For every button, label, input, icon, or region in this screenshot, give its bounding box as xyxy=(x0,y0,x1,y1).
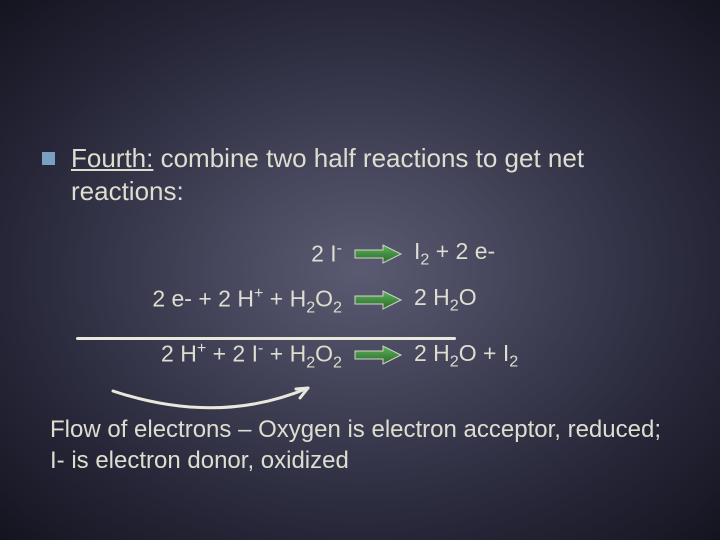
reaction-2-left: 2 e- + 2 H+ + H2O2 xyxy=(80,284,350,317)
reaction-1-right: I2 + 2 e- xyxy=(406,238,495,270)
reaction-row-2: 2 e- + 2 H+ + H2O2 2 H2O xyxy=(80,284,660,317)
reaction-row-3: 2 H+ + 2 I- + H2O2 2 H2O + I2 xyxy=(80,339,660,372)
divider-line xyxy=(76,337,456,340)
reaction-2-right: 2 H2O xyxy=(406,284,477,316)
curve-annotation-icon xyxy=(108,386,328,416)
arrow-icon xyxy=(350,243,406,265)
heading-prefix: Fourth: xyxy=(71,143,153,173)
reaction-row-1: 2 I- I2 + 2 e- xyxy=(80,238,660,270)
heading-row: Fourth: combine two half reactions to ge… xyxy=(42,142,690,209)
reaction-1-left: 2 I- xyxy=(80,239,350,268)
reaction-3-right: 2 H2O + I2 xyxy=(406,340,518,372)
reactions-block: 2 I- I2 + 2 e- 2 e- + 2 H+ + H2O2 2 H2O … xyxy=(80,238,660,386)
slide: Fourth: combine two half reactions to ge… xyxy=(0,0,720,540)
heading-text: Fourth: combine two half reactions to ge… xyxy=(71,142,690,209)
arrow-icon xyxy=(350,344,406,366)
reaction-3-left: 2 H+ + 2 I- + H2O2 xyxy=(80,339,350,372)
bullet-square-icon xyxy=(42,152,55,165)
footer-text: Flow of electrons – Oxygen is electron a… xyxy=(50,414,680,476)
arrow-icon xyxy=(350,289,406,311)
